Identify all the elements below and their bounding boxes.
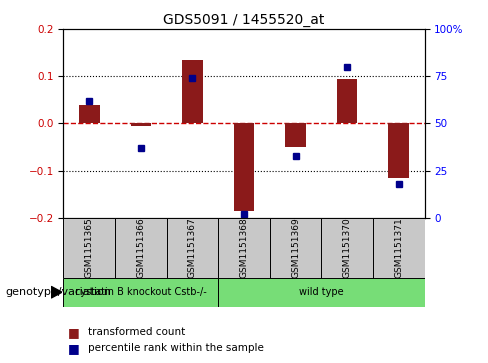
Bar <box>373 218 425 278</box>
Text: GSM1151367: GSM1151367 <box>188 217 197 278</box>
Bar <box>234 123 254 211</box>
Text: wild type: wild type <box>299 287 344 297</box>
Bar <box>218 278 425 307</box>
Bar <box>130 123 151 126</box>
Bar <box>270 218 322 278</box>
Text: ■: ■ <box>68 326 80 339</box>
Bar <box>388 123 409 178</box>
Text: cystatin B knockout Cstb-/-: cystatin B knockout Cstb-/- <box>75 287 207 297</box>
Text: transformed count: transformed count <box>88 327 185 337</box>
Text: percentile rank within the sample: percentile rank within the sample <box>88 343 264 354</box>
Text: GSM1151368: GSM1151368 <box>240 217 248 278</box>
Bar <box>63 278 218 307</box>
Text: GSM1151370: GSM1151370 <box>343 217 352 278</box>
Bar <box>337 78 358 123</box>
Text: genotype/variation: genotype/variation <box>5 287 111 297</box>
Bar <box>63 218 115 278</box>
Polygon shape <box>51 286 62 298</box>
Text: GSM1151366: GSM1151366 <box>136 217 145 278</box>
Bar <box>115 218 166 278</box>
Bar <box>218 218 270 278</box>
Text: GSM1151371: GSM1151371 <box>394 217 403 278</box>
Bar <box>285 123 306 147</box>
Bar <box>166 218 218 278</box>
Text: ■: ■ <box>68 342 80 355</box>
Text: GSM1151369: GSM1151369 <box>291 217 300 278</box>
Bar <box>79 105 100 123</box>
Bar <box>182 60 203 123</box>
Text: GSM1151365: GSM1151365 <box>85 217 94 278</box>
Bar <box>322 218 373 278</box>
Title: GDS5091 / 1455520_at: GDS5091 / 1455520_at <box>163 13 325 26</box>
